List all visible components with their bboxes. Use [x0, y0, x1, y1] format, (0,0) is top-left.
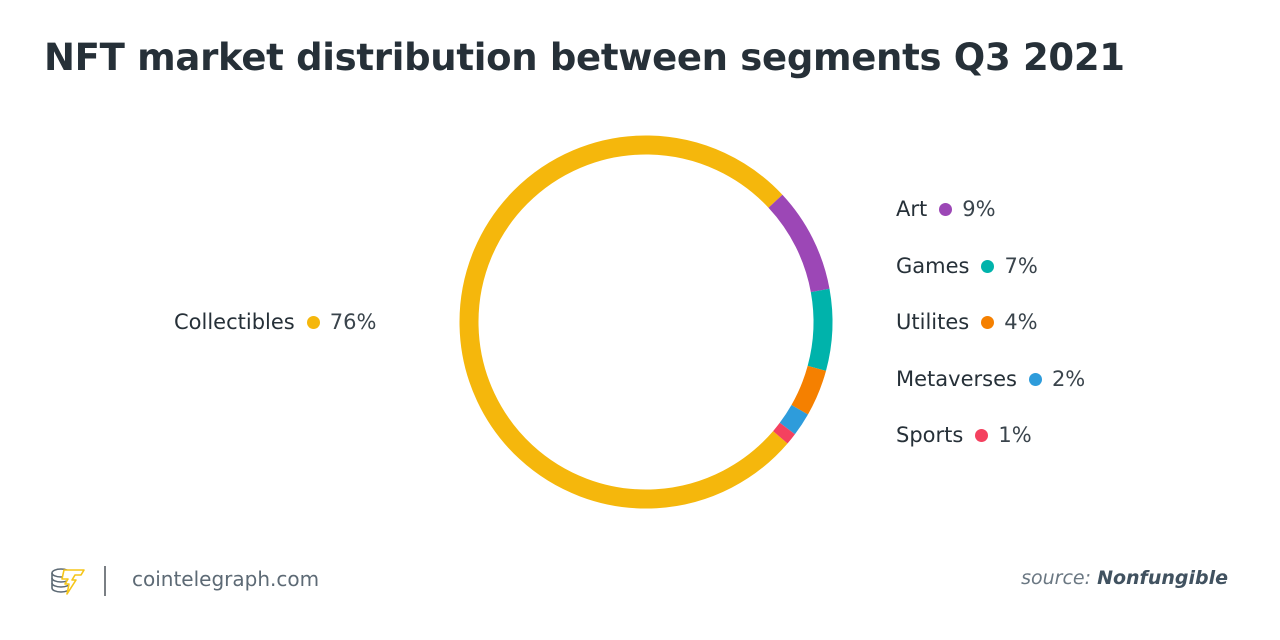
legend-dot-icon [981, 315, 995, 329]
footer-source: source: Nonfungible [1021, 567, 1228, 589]
segment-games [807, 288, 833, 371]
legend-dot-icon [306, 315, 320, 329]
label-sports: Sports 1% [896, 423, 1032, 447]
label-name: Sports [896, 423, 964, 447]
footer-divider [104, 566, 106, 596]
chart-title: NFT market distribution between segments… [44, 36, 1125, 79]
label-name: Metaverses [896, 367, 1017, 391]
legend-dot-icon [975, 428, 989, 442]
legend-dot-icon [981, 259, 995, 273]
segment-collectibles [459, 135, 788, 509]
label-value: 4% [1004, 310, 1038, 334]
label-collectibles: Collectibles 76% [174, 310, 376, 334]
segment-utilites [791, 365, 826, 415]
donut-ring [459, 135, 833, 509]
legend-dot-icon [939, 202, 953, 216]
footer-site-link[interactable]: cointelegraph.com [132, 567, 320, 591]
source-name: Nonfungible [1097, 567, 1228, 589]
label-name: Art [896, 197, 928, 221]
segment-art [768, 194, 830, 293]
legend-dot-icon [1028, 372, 1042, 386]
segment-metaverses [779, 404, 808, 435]
label-name: Collectibles [174, 310, 295, 334]
label-metaverses: Metaverses 2% [896, 367, 1085, 391]
label-games: Games 7% [896, 254, 1038, 278]
label-value: 9% [962, 197, 996, 221]
segment-sports [773, 422, 795, 444]
label-name: Games [896, 254, 970, 278]
label-value: 7% [1004, 254, 1038, 278]
label-value: 76% [329, 310, 377, 334]
label-utilites: Utilites 4% [896, 310, 1038, 334]
label-art: Art 9% [896, 197, 996, 221]
label-name: Utilites [896, 310, 970, 334]
label-value: 2% [1051, 367, 1086, 391]
source-prefix: source: [1021, 567, 1098, 589]
cointelegraph-logo-icon [51, 568, 85, 595]
label-value: 1% [998, 423, 1032, 447]
